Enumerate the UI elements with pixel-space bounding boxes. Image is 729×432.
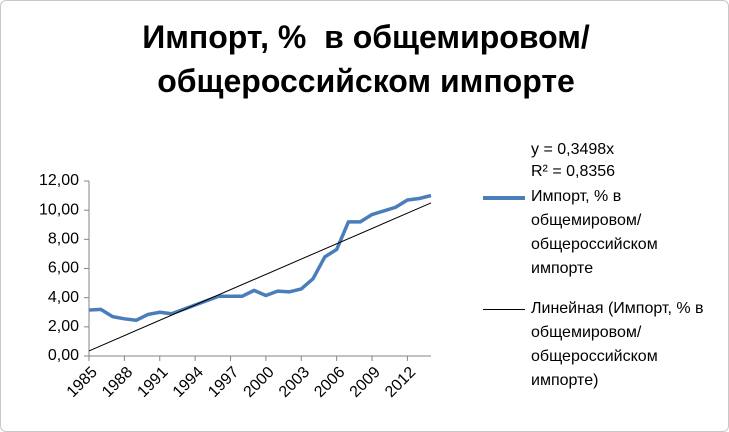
x-tick-label: 2009 [347,364,384,401]
x-tick-label: 2006 [311,364,348,401]
trend-equation: y = 0,3498x [531,141,615,158]
x-tick-label: 1985 [64,364,101,401]
y-tick-label: 6,00 [48,260,79,277]
trend-r2: R² = 0,8356 [531,163,616,180]
x-tick-label: 1988 [99,364,136,401]
y-tick-label: 8,00 [48,231,79,248]
x-tick-label: 1997 [205,364,242,401]
legend-label: Импорт, % в общемировом/общероссийском и… [531,188,658,277]
legend-entry: Линейная (Импорт, % в общемировом/общеро… [483,297,723,393]
legend-swatch [483,309,525,310]
series-line [88,193,432,323]
y-tick-label: 2,00 [48,318,79,335]
legend-label: Линейная (Импорт, % в общемировом/общеро… [531,300,704,389]
x-tick-label: 2012 [382,364,419,401]
legend-swatch [483,196,525,200]
chart-title: Импорт, % в общемировом/общероссийском и… [142,19,590,99]
trendline [88,202,432,352]
legend-entry: Импорт, % в общемировом/общероссийском и… [483,185,723,281]
x-tick-label: 2000 [241,364,278,401]
trend-equation-box: y = 0,3498x R² = 0,8356 [531,139,615,183]
y-tick-label: 12,00 [39,172,79,189]
y-tick-label: 4,00 [48,289,79,306]
x-tick-label: 2003 [276,364,313,401]
x-tick-label: 1991 [134,364,171,401]
y-tick-label: 10,00 [39,201,79,218]
y-tick-label: 0,00 [48,347,79,364]
x-tick-label: 1994 [170,364,207,401]
